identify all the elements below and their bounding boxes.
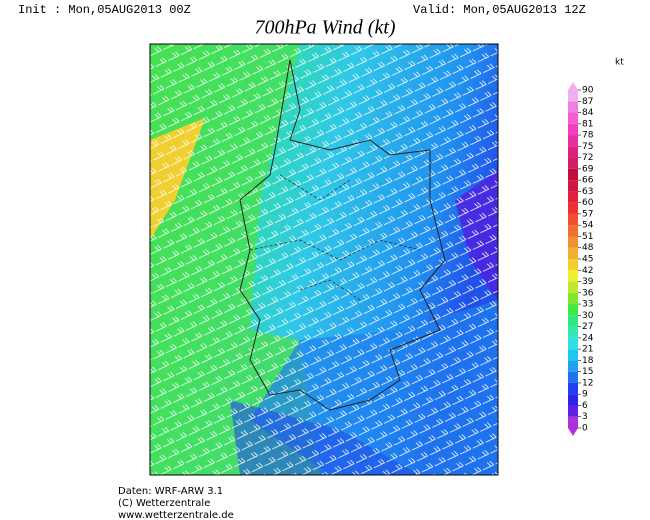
colorbar-tick-label: 54	[582, 221, 594, 231]
colorbar-tick-label: 75	[582, 142, 593, 152]
colorbar-tick-label: 12	[582, 378, 593, 388]
colorbar-tick-label: 90	[582, 86, 594, 96]
colorbar-segment	[568, 191, 578, 203]
colorbar-tick-label: 57	[582, 209, 593, 219]
colorbar-segment	[568, 349, 578, 361]
colorbar-segment	[568, 123, 578, 136]
colorbar-tick-label: 33	[582, 300, 593, 310]
colorbar-tick-label: 51	[582, 232, 593, 242]
colorbar-segment	[568, 281, 578, 293]
colorbar-tick-label: 60	[582, 198, 594, 208]
colorbar-segment	[568, 416, 578, 428]
colorbar-segment	[568, 247, 578, 259]
colorbar-unit: kt	[615, 58, 624, 68]
colorbar-segment	[568, 259, 578, 271]
colorbar-segment	[568, 90, 578, 102]
map-title: 700hPa Wind (kt)	[254, 17, 395, 39]
colorbar-tick-label: 42	[582, 266, 593, 276]
colorbar-tick-label: 69	[582, 164, 594, 174]
colorbar-tick-label: 27	[582, 322, 593, 332]
colorbar-tick-label: 9	[582, 390, 588, 400]
footer-url: www.wetterzentrale.de	[118, 510, 234, 520]
colorbar-tick-label: 6	[582, 401, 588, 411]
colorbar-tick-label: 3	[582, 412, 588, 422]
colorbar-tick-label: 15	[582, 367, 593, 377]
colorbar: 0369121518212427303336394245485154576063…	[568, 82, 594, 436]
colorbar-segment	[568, 135, 578, 147]
colorbar-tick-label: 45	[582, 255, 593, 265]
colorbar-tick-label: 87	[582, 97, 593, 107]
colorbar-cap	[568, 428, 578, 436]
colorbar-tick-label: 21	[582, 345, 593, 355]
map	[150, 44, 498, 475]
colorbar-segment	[568, 213, 578, 226]
footer-copyright: (C) Wetterzentrale	[118, 498, 210, 509]
colorbar-segment	[568, 168, 578, 181]
colorbar-segment	[568, 292, 578, 305]
colorbar-tick-label: 48	[582, 243, 594, 253]
colorbar-segment	[568, 315, 578, 327]
colorbar-segment	[568, 146, 578, 158]
colorbar-tick-label: 63	[582, 187, 593, 197]
colorbar-tick-label: 36	[582, 288, 594, 298]
colorbar-tick-label: 66	[582, 176, 594, 186]
colorbar-segment	[568, 236, 578, 248]
colorbar-tick-label: 18	[582, 356, 594, 366]
colorbar-segment	[568, 101, 578, 113]
init-time: Init : Mon,05AUG2013 00Z	[18, 3, 191, 17]
colorbar-segment	[568, 382, 578, 395]
colorbar-cap	[568, 82, 578, 90]
colorbar-tick-label: 0	[582, 424, 588, 434]
colorbar-tick-label: 24	[582, 333, 594, 343]
colorbar-segment	[568, 112, 578, 124]
colorbar-segment	[568, 157, 578, 169]
colorbar-tick-label: 72	[582, 153, 593, 163]
colorbar-segment	[568, 225, 578, 237]
colorbar-segment	[568, 371, 578, 383]
colorbar-tick-label: 30	[582, 311, 594, 321]
colorbar-segment	[568, 270, 578, 282]
colorbar-segment	[568, 180, 578, 192]
colorbar-segment	[568, 326, 578, 338]
valid-time: Valid: Mon,05AUG2013 12Z	[413, 3, 586, 17]
colorbar-segment	[568, 202, 578, 214]
colorbar-segment	[568, 337, 578, 350]
colorbar-tick-label: 39	[582, 277, 594, 287]
colorbar-tick-label: 81	[582, 119, 593, 129]
map-frame	[149, 43, 499, 476]
colorbar-tick-label: 78	[582, 131, 594, 141]
colorbar-segment	[568, 304, 578, 316]
colorbar-tick-label: 84	[582, 108, 594, 118]
colorbar-segment	[568, 360, 578, 372]
colorbar-segment	[568, 394, 578, 406]
colorbar-segment	[568, 405, 578, 417]
footer-source: Daten: WRF-ARW 3.1	[118, 486, 223, 497]
